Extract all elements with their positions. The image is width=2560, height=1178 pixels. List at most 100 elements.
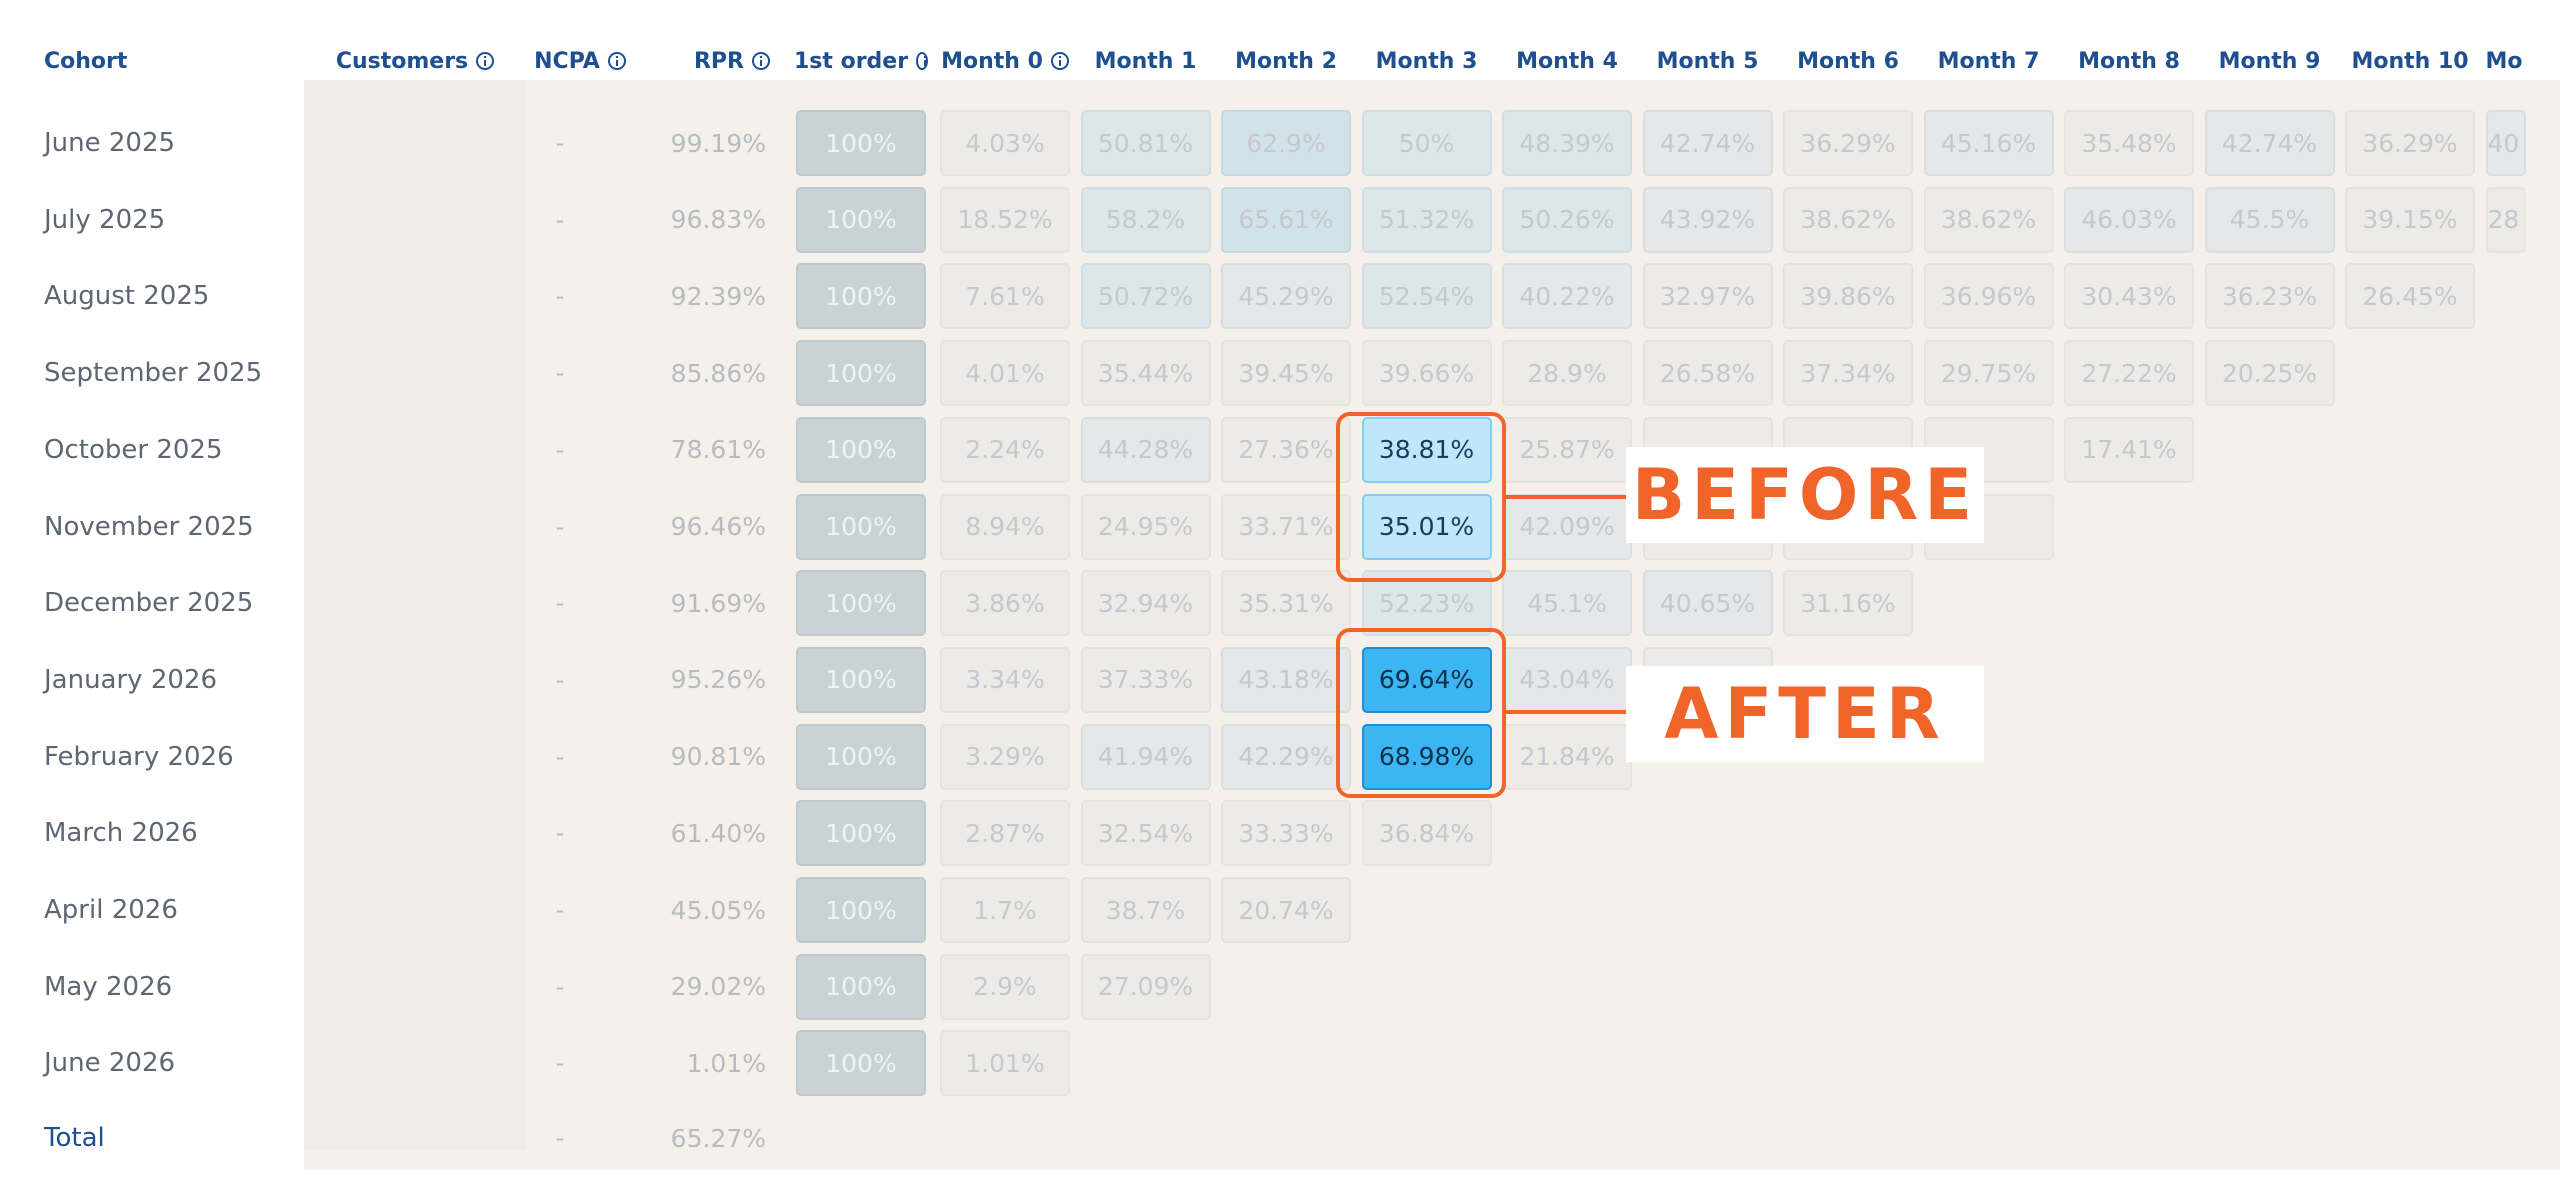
retention-cell[interactable]: 2.9%: [940, 953, 1070, 1020]
header-cohort[interactable]: Cohort: [44, 42, 194, 80]
header-first-order[interactable]: 1st order: [794, 42, 928, 80]
retention-cell[interactable]: 42.74%: [1642, 110, 1773, 176]
retention-cell[interactable]: 43.04%: [1502, 646, 1632, 713]
header-month-10[interactable]: Month 10: [2345, 42, 2475, 80]
first-order-cell[interactable]: 100%: [796, 493, 926, 560]
retention-cell[interactable]: 39.66%: [1361, 340, 1492, 407]
retention-cell[interactable]: 39.45%: [1221, 340, 1351, 407]
retention-cell[interactable]: 38.62%: [1783, 186, 1913, 253]
first-order-cell[interactable]: 100%: [796, 800, 926, 867]
retention-cell[interactable]: 50.81%: [1080, 110, 1211, 176]
retention-cell[interactable]: 37.33%: [1080, 646, 1211, 713]
retention-cell[interactable]: 35.48%: [2064, 110, 2194, 176]
retention-cell[interactable]: 36.29%: [1783, 110, 1913, 176]
retention-cell[interactable]: 44.28%: [1080, 416, 1211, 483]
retention-cell[interactable]: 50%: [1361, 110, 1492, 176]
retention-cell[interactable]: 33.71%: [1221, 493, 1351, 560]
retention-cell[interactable]: 2.24%: [940, 416, 1070, 483]
first-order-cell[interactable]: 100%: [796, 1030, 926, 1097]
retention-cell[interactable]: 51.32%: [1361, 186, 1492, 253]
info-icon[interactable]: [607, 52, 626, 70]
first-order-cell[interactable]: 100%: [796, 110, 926, 176]
retention-cell[interactable]: 3.34%: [940, 646, 1070, 713]
retention-cell[interactable]: 27.36%: [1221, 416, 1351, 483]
retention-cell[interactable]: 39.86%: [1783, 263, 1913, 330]
retention-cell[interactable]: 18.52%: [940, 186, 1070, 253]
header-month-11[interactable]: Mo: [2486, 42, 2526, 80]
retention-cell[interactable]: 32.54%: [1080, 800, 1211, 867]
header-rpr[interactable]: RPR: [682, 42, 782, 80]
first-order-cell[interactable]: 100%: [796, 570, 926, 637]
retention-cell[interactable]: 35.44%: [1080, 340, 1211, 407]
retention-cell[interactable]: 41.94%: [1080, 723, 1211, 790]
retention-cell[interactable]: 52.54%: [1361, 263, 1492, 330]
retention-cell[interactable]: 36.29%: [2345, 110, 2475, 176]
retention-cell[interactable]: 36.84%: [1361, 800, 1492, 867]
first-order-cell[interactable]: 100%: [796, 723, 926, 790]
retention-cell[interactable]: 43.92%: [1642, 186, 1773, 253]
retention-cell[interactable]: 40: [2485, 110, 2526, 176]
info-icon[interactable]: [1050, 52, 1069, 70]
first-order-cell[interactable]: 100%: [796, 263, 926, 330]
retention-cell[interactable]: 37.34%: [1783, 340, 1913, 407]
header-ncpa[interactable]: NCPA: [528, 42, 632, 80]
retention-cell[interactable]: 7.61%: [940, 263, 1070, 330]
retention-cell[interactable]: 32.97%: [1642, 263, 1773, 330]
first-order-cell[interactable]: 100%: [796, 340, 926, 407]
retention-cell[interactable]: 20.74%: [1221, 877, 1351, 943]
retention-cell[interactable]: 3.86%: [940, 570, 1070, 637]
retention-cell[interactable]: 27.09%: [1080, 953, 1211, 1020]
retention-cell[interactable]: 21.84%: [1502, 723, 1632, 790]
retention-cell[interactable]: 69.64%: [1361, 646, 1492, 713]
first-order-cell[interactable]: 100%: [796, 186, 926, 253]
retention-cell[interactable]: 2.87%: [940, 800, 1070, 867]
retention-cell[interactable]: 42.09%: [1502, 493, 1632, 560]
retention-cell[interactable]: 45.1%: [1502, 570, 1632, 637]
retention-cell[interactable]: 33.33%: [1221, 800, 1351, 867]
retention-cell[interactable]: 28: [2485, 186, 2526, 253]
retention-cell[interactable]: 17.41%: [2064, 416, 2194, 483]
retention-cell[interactable]: 38.81%: [1361, 416, 1492, 483]
retention-cell[interactable]: 36.23%: [2204, 263, 2335, 330]
retention-cell[interactable]: 4.01%: [940, 340, 1070, 407]
retention-cell[interactable]: 8.94%: [940, 493, 1070, 560]
retention-cell[interactable]: 35.01%: [1361, 493, 1492, 560]
retention-cell[interactable]: 48.39%: [1502, 110, 1632, 176]
retention-cell[interactable]: 39.15%: [2345, 186, 2475, 253]
retention-cell[interactable]: 31.16%: [1783, 570, 1913, 637]
info-icon[interactable]: [916, 52, 928, 70]
retention-cell[interactable]: 45.16%: [1923, 110, 2054, 176]
retention-cell[interactable]: 50.26%: [1502, 186, 1632, 253]
header-month-7[interactable]: Month 7: [1924, 42, 2054, 80]
retention-cell[interactable]: 26.58%: [1642, 340, 1773, 407]
retention-cell[interactable]: 3.29%: [940, 723, 1070, 790]
retention-cell[interactable]: 20.25%: [2204, 340, 2335, 407]
retention-cell[interactable]: 25.87%: [1502, 416, 1632, 483]
retention-cell[interactable]: 27.22%: [2064, 340, 2194, 407]
retention-cell[interactable]: 38.7%: [1080, 877, 1211, 943]
retention-cell[interactable]: 68.98%: [1361, 723, 1492, 790]
header-month-6[interactable]: Month 6: [1783, 42, 1913, 80]
retention-cell[interactable]: 52.23%: [1361, 570, 1492, 637]
retention-cell[interactable]: 28.9%: [1502, 340, 1632, 407]
retention-cell[interactable]: 4.03%: [940, 110, 1070, 176]
retention-cell[interactable]: 62.9%: [1221, 110, 1351, 176]
retention-cell[interactable]: 58.2%: [1080, 186, 1211, 253]
retention-cell[interactable]: 42.74%: [2204, 110, 2335, 176]
retention-cell[interactable]: 40.65%: [1642, 570, 1773, 637]
retention-cell[interactable]: 65.61%: [1221, 186, 1351, 253]
retention-cell[interactable]: 46.03%: [2064, 186, 2194, 253]
info-icon[interactable]: [476, 52, 495, 70]
first-order-cell[interactable]: 100%: [796, 416, 926, 483]
retention-cell[interactable]: 50.72%: [1080, 263, 1211, 330]
header-month-9[interactable]: Month 9: [2205, 42, 2335, 80]
retention-cell[interactable]: 42.29%: [1221, 723, 1351, 790]
retention-cell[interactable]: 32.94%: [1080, 570, 1211, 637]
header-month-2[interactable]: Month 2: [1221, 42, 1351, 80]
header-month-1[interactable]: Month 1: [1081, 42, 1211, 80]
retention-cell[interactable]: 26.45%: [2345, 263, 2475, 330]
first-order-cell[interactable]: 100%: [796, 646, 926, 713]
retention-cell[interactable]: 43.18%: [1221, 646, 1351, 713]
retention-cell[interactable]: 1.01%: [940, 1030, 1070, 1097]
info-icon[interactable]: [752, 52, 770, 70]
